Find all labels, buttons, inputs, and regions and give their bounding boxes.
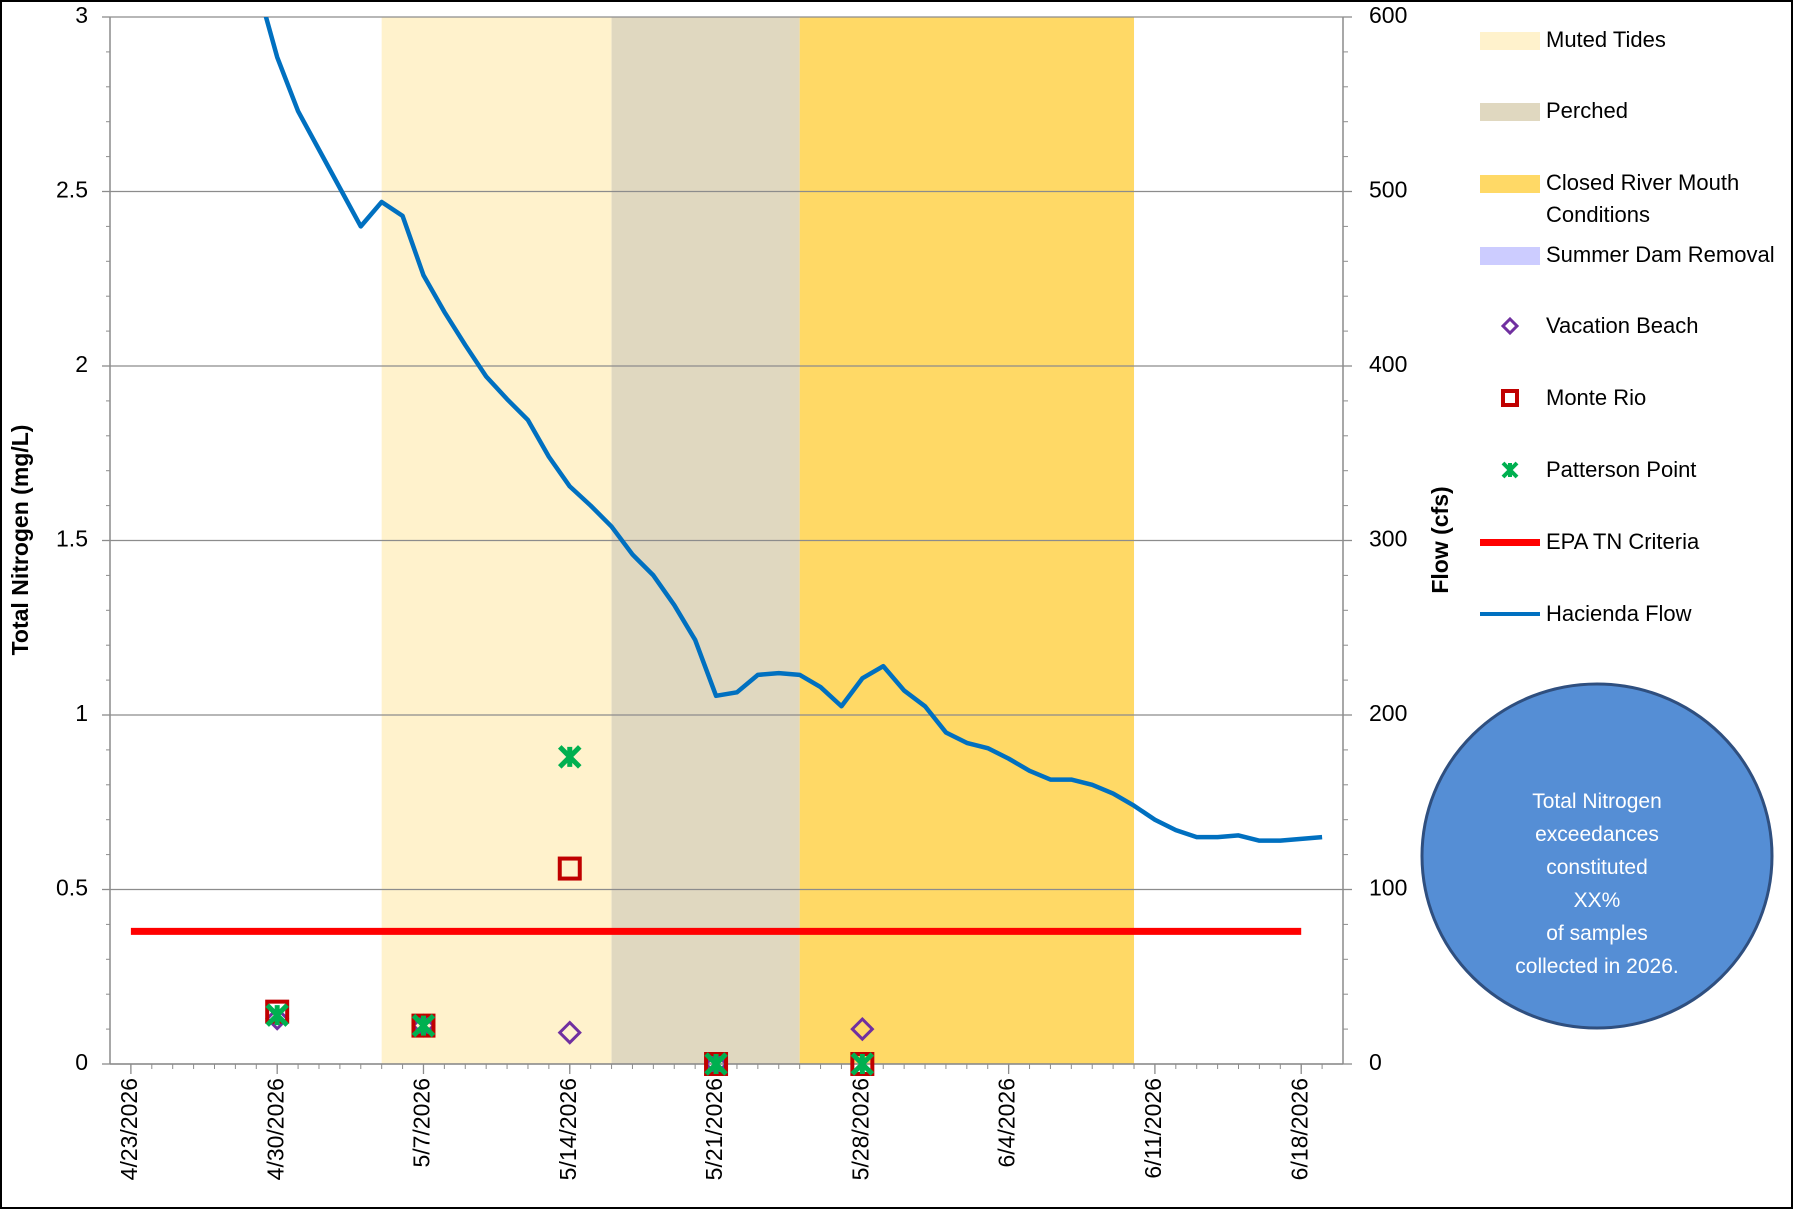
marker (557, 856, 582, 881)
annotation-line: of samples (1546, 922, 1648, 945)
marker (265, 1006, 290, 1031)
y-tick-label: 2.5 (56, 177, 88, 203)
x-tick-label: 5/7/2026 (409, 1078, 435, 1168)
y2-tick-label: 500 (1369, 177, 1407, 203)
x-tick-label: 4/23/2026 (116, 1078, 142, 1180)
y2-tick-label: 300 (1369, 526, 1407, 552)
legend-marker (1501, 461, 1519, 479)
y-tick-label: 3 (75, 2, 88, 28)
x-tick-label: 6/11/2026 (1140, 1078, 1166, 1179)
x-tick-label: 6/4/2026 (994, 1078, 1020, 1168)
legend-item: Patterson Point (1480, 455, 1800, 485)
annotation-circle (1420, 682, 1774, 1030)
legend-swatch (1500, 316, 1520, 336)
legend-label: Summer Dam Removal (1546, 242, 1775, 267)
legend-label: Vacation Beach (1546, 313, 1699, 338)
annotation-line: Total Nitrogen (1532, 790, 1662, 813)
annotation-line: exceedances (1535, 823, 1659, 846)
legend-item: Summer Dam Removal (1480, 240, 1800, 270)
y2-tick-label: 100 (1369, 875, 1407, 901)
y-axis-title: Total Nitrogen (mg/L) (7, 425, 33, 656)
marker (704, 1052, 728, 1076)
legend-swatch (1480, 539, 1540, 546)
x-tick-label: 5/21/2026 (701, 1078, 727, 1180)
annotation-line: constituted (1546, 856, 1648, 879)
y2-tick-label: 400 (1369, 351, 1407, 377)
legend-item: Closed River Mouth Conditions (1480, 168, 1800, 227)
legend-label: Closed River Mouth Conditions (1546, 170, 1740, 227)
y-tick-label: 0 (75, 1049, 88, 1075)
legend-item: Muted Tides (1480, 25, 1800, 55)
legend-swatch (1480, 247, 1540, 265)
legend-label: Muted Tides (1546, 27, 1666, 52)
marker (850, 1052, 875, 1076)
legend-label: Perched (1546, 98, 1628, 123)
legend-swatch (1480, 175, 1540, 193)
legend-swatch (1480, 32, 1540, 50)
legend-swatch (1501, 461, 1519, 479)
x-tick-label: 4/30/2026 (262, 1078, 288, 1180)
legend-label: Hacienda Flow (1546, 601, 1692, 626)
annotation-text: Total Nitrogen exceedances constituted XX% o… (1440, 785, 1754, 983)
y-tick-label: 2 (75, 351, 88, 377)
y2-axis-title: Flow (cfs) (1427, 486, 1453, 593)
legend-label: Monte Rio (1546, 385, 1647, 410)
legend-swatch (1501, 389, 1519, 407)
y-tick-label: 1.5 (56, 526, 88, 552)
legend-item: Hacienda Flow (1480, 599, 1800, 629)
x-tick-label: 5/28/2026 (847, 1078, 873, 1180)
x-tick-label: 6/18/2026 (1286, 1078, 1312, 1180)
legend-marker (1501, 389, 1519, 407)
marker (557, 745, 582, 769)
legend-item: Perched (1480, 96, 1800, 126)
marker (411, 1013, 436, 1038)
legend-swatch (1480, 103, 1540, 121)
annotation-line: XX% (1573, 889, 1621, 912)
marker (265, 1003, 289, 1027)
legend-item: Monte Rio (1480, 383, 1800, 413)
marker (557, 1020, 582, 1045)
legend-item: EPA TN Criteria (1480, 527, 1800, 557)
y-tick-label: 0.5 (56, 875, 88, 901)
annotation-line: collected in 2026. (1515, 955, 1679, 978)
legend-swatch (1480, 612, 1540, 616)
y-tick-label: 1 (75, 700, 88, 726)
flow-line (263, 17, 1323, 843)
legend-label: Patterson Point (1546, 457, 1697, 482)
marker (850, 1016, 875, 1042)
y2-tick-label: 600 (1369, 2, 1407, 28)
legend-marker (1500, 316, 1520, 336)
legend-label: EPA TN Criteria (1546, 529, 1700, 554)
y2-tick-label: 0 (1369, 1049, 1382, 1075)
x-tick-label: 5/14/2026 (555, 1078, 581, 1180)
flow-group (263, 17, 1323, 843)
legend-item: Vacation Beach (1480, 311, 1800, 341)
y2-tick-label: 200 (1369, 700, 1407, 726)
